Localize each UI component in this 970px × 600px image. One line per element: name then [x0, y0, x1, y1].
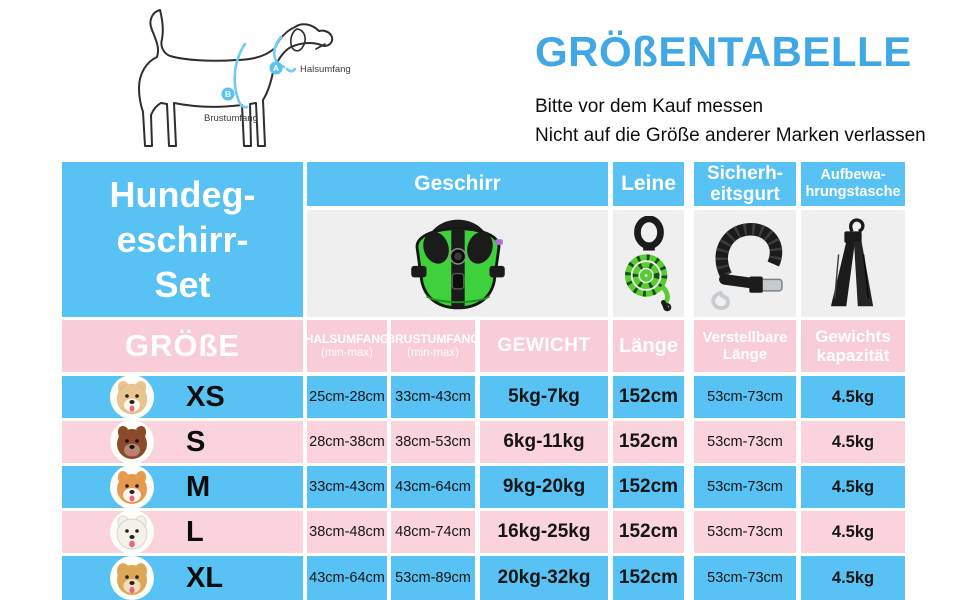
xl-verstellbare-laenge: 53cm-73cm — [694, 556, 796, 600]
seatbelt-photo — [711, 222, 783, 310]
column-header-aufbewahrungstasche: Aufbewa- hrungstasche — [801, 162, 905, 206]
size-label: XL — [186, 561, 224, 594]
column-header-halsumfang: HALSUMFANG (min-max) — [304, 320, 390, 372]
xs-laenge: 152cm — [613, 376, 684, 418]
s-brustumfang: 38cm-53cm — [391, 421, 475, 463]
badge-b: B — [225, 89, 231, 99]
dog-photo-shiba-inu — [110, 465, 154, 509]
column-header-gewichtskapazitaet: Gewichts kapazität — [801, 320, 905, 372]
dog-photo-poodle — [110, 420, 154, 464]
harness-photo — [410, 219, 505, 309]
subtitle-line-1: Bitte vor dem Kauf messen — [535, 96, 764, 117]
badge-a: A — [273, 63, 279, 73]
l-laenge: 152cm — [613, 511, 684, 553]
size-label: S — [186, 425, 206, 458]
xs-gewichtskapazitaet: 4.5kg — [801, 376, 905, 418]
chest-measure-arc — [233, 42, 249, 109]
dog-measurement-diagram: A Halsumfang B Brustumfang — [128, 2, 370, 160]
dog-photo-pomeranian — [110, 375, 154, 419]
halsumfang-label: Halsumfang — [300, 64, 351, 75]
l-gewichtskapazitaet: 4.5kg — [801, 511, 905, 553]
page-title: GRÖßENTABELLE — [535, 28, 912, 75]
leash-photo-cell — [613, 210, 684, 317]
size-label: XS — [186, 380, 225, 413]
storage-bag-photo — [830, 217, 874, 306]
xs-halsumfang: 25cm-28cm — [307, 376, 387, 418]
neck-arc-tick — [285, 67, 297, 73]
table-row-xl-label: XL — [62, 556, 303, 600]
title-block: GRÖßENTABELLE Bitte vor dem Kauf messen … — [535, 28, 955, 150]
brustumfang-header-sub: (min-max) — [407, 347, 459, 359]
m-gewichtskapazitaet: 4.5kg — [801, 466, 905, 508]
table-row-s-label: S — [62, 420, 303, 464]
harness-purple-clip — [494, 238, 503, 245]
seatbelt-photo-cell — [694, 210, 796, 317]
column-header-geschirr: Geschirr — [307, 162, 608, 206]
harness-photo-cell — [307, 210, 608, 317]
s-verstellbare-laenge: 53cm-73cm — [694, 421, 796, 463]
table-row-m-label: M — [62, 465, 303, 509]
mouth-line — [315, 43, 326, 50]
xs-brustumfang: 33cm-43cm — [391, 376, 475, 418]
s-halsumfang: 28cm-38cm — [307, 421, 387, 463]
xs-verstellbare-laenge: 53cm-73cm — [694, 376, 796, 418]
storage-bag-photo-cell — [801, 210, 905, 317]
ear-line — [290, 28, 306, 52]
dog-photo-golden-retriever — [110, 556, 154, 600]
badge-b-circle — [221, 87, 235, 101]
column-header-groesse: GRÖßE — [62, 320, 303, 372]
s-gewicht: 6kg-11kg — [480, 421, 608, 463]
m-gewicht: 9kg-20kg — [480, 466, 608, 508]
column-header-brustumfang: BRUSTUMFANG (min-max) — [386, 320, 480, 372]
table-row-l-label: L — [62, 510, 303, 554]
subtitle-line-2: Nicht auf die Größe anderer Marken verla… — [535, 125, 926, 146]
s-gewichtskapazitaet: 4.5kg — [801, 421, 905, 463]
badge-a-circle — [269, 61, 283, 75]
brustumfang-header-main: BRUSTUMFANG — [386, 332, 480, 346]
halsumfang-header-sub: (min-max) — [321, 347, 373, 359]
l-brustumfang: 48cm-74cm — [391, 511, 475, 553]
size-label: M — [186, 470, 211, 503]
l-verstellbare-laenge: 53cm-73cm — [694, 511, 796, 553]
column-header-laenge: Länge — [613, 320, 684, 372]
xl-halsumfang: 43cm-64cm — [307, 556, 387, 600]
table-row-xs-label: XS — [62, 375, 303, 419]
l-halsumfang: 38cm-48cm — [307, 511, 387, 553]
dog-photo-samoyed — [110, 510, 154, 554]
m-brustumfang: 43cm-64cm — [391, 466, 475, 508]
xs-gewicht: 5kg-7kg — [480, 376, 608, 418]
size-label: L — [186, 515, 204, 548]
dog-outline-icon: A Halsumfang B Brustumfang — [138, 9, 351, 147]
set-title-cell: Hundeg- eschirr- Set — [62, 162, 303, 317]
xl-gewicht: 20kg-32kg — [480, 556, 608, 600]
m-laenge: 152cm — [613, 466, 684, 508]
m-verstellbare-laenge: 53cm-73cm — [694, 466, 796, 508]
xl-laenge: 152cm — [613, 556, 684, 600]
column-header-leine: Leine — [613, 162, 684, 206]
leash-photo — [624, 215, 671, 311]
xl-gewichtskapazitaet: 4.5kg — [801, 556, 905, 600]
halsumfang-header-main: HALSUMFANG — [304, 332, 390, 346]
m-halsumfang: 33cm-43cm — [307, 466, 387, 508]
s-laenge: 152cm — [613, 421, 684, 463]
column-header-verstellbare-laenge: Verstellbare Länge — [694, 320, 796, 372]
column-header-sicherheitsgurt: Sicherh- eitsgurt — [694, 162, 796, 206]
l-gewicht: 16kg-25kg — [480, 511, 608, 553]
xl-brustumfang: 53cm-89cm — [391, 556, 475, 600]
column-header-gewicht: GEWICHT — [480, 320, 608, 372]
brustumfang-label: Brustumfang — [204, 113, 258, 124]
